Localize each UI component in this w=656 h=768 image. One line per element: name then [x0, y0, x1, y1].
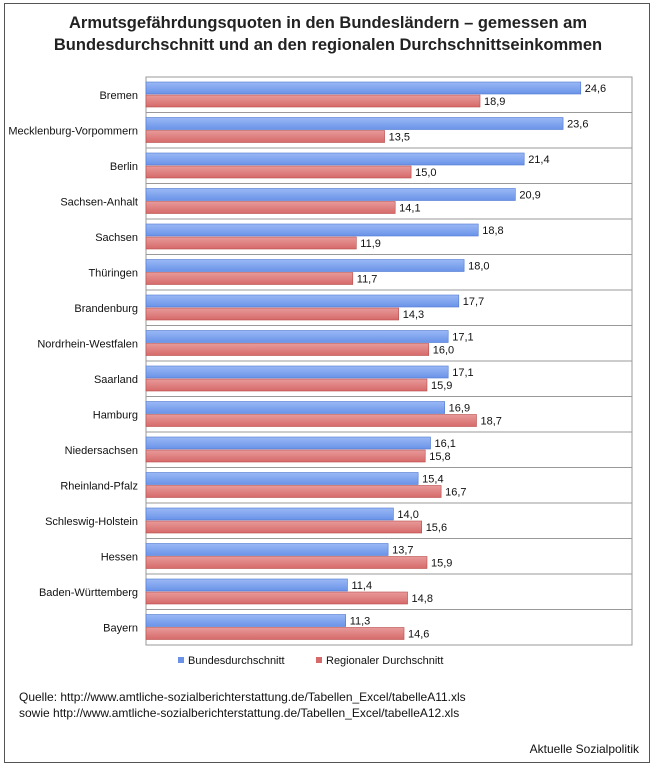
data-label: 18,0: [468, 261, 489, 273]
chart-title-line-1: Armutsgefährdungsquoten in den Bundeslän…: [68, 14, 587, 32]
data-label: 13,5: [389, 132, 410, 144]
category-label: Nordrhein-Westfalen: [37, 338, 138, 350]
data-label: 17,1: [452, 332, 473, 344]
category-label: Sachsen-Anhalt: [60, 196, 138, 208]
bar-regionaler-durchschnitt: [145, 343, 430, 356]
bar-bundesdurchschnitt: [145, 152, 525, 166]
data-label: 14,0: [397, 509, 418, 521]
bar-regionaler-durchschnitt: [145, 272, 354, 285]
category-label: Schleswig-Holstein: [45, 516, 138, 528]
bar-bundesdurchschnitt: [145, 294, 460, 308]
data-label: 18,7: [480, 416, 501, 428]
data-label: 17,1: [452, 367, 473, 379]
data-label: 14,1: [399, 203, 420, 215]
bar-bundesdurchschnitt: [145, 401, 445, 414]
category-label: Brandenburg: [74, 303, 138, 315]
bar-regionaler-durchschnitt: [145, 485, 442, 498]
bar-bundesdurchschnitt: [145, 472, 419, 485]
bar-bundesdurchschnitt: [145, 507, 394, 521]
data-label: 15,8: [429, 451, 450, 463]
bar-regionaler-durchschnitt: [145, 449, 426, 463]
data-label: 13,7: [392, 545, 413, 557]
data-label: 16,0: [433, 345, 454, 357]
category-label: Rheinland-Pfalz: [60, 480, 138, 492]
data-label: 15,9: [431, 380, 452, 392]
bar-regionaler-durchschnitt: [145, 94, 481, 108]
data-label: 14,3: [403, 309, 424, 321]
bar-bundesdurchschnitt: [145, 365, 449, 379]
bar-bundesdurchschnitt: [145, 330, 449, 343]
category-label: Saarland: [94, 374, 138, 386]
data-label: 15,9: [431, 558, 452, 570]
legend-swatch: [178, 657, 184, 663]
source-line-2: sowie http://www.amtliche-sozialberichte…: [19, 706, 460, 720]
data-label: 16,7: [445, 487, 466, 499]
category-label: Berlin: [110, 161, 138, 173]
bar-bundesdurchschnitt: [145, 117, 564, 130]
bar-bundesdurchschnitt: [145, 436, 431, 450]
category-label: Hessen: [101, 551, 138, 563]
bar-bundesdurchschnitt: [145, 81, 582, 95]
bar-regionaler-durchschnitt: [145, 627, 405, 640]
data-label: 11,7: [357, 274, 378, 286]
legend-label: Regionaler Durchschnitt: [326, 655, 443, 667]
bar-bundesdurchschnitt: [145, 223, 479, 237]
legend-label: Bundesdurchschnitt: [188, 655, 285, 667]
data-label: 21,4: [528, 154, 549, 166]
bar-regionaler-durchschnitt: [145, 201, 396, 214]
category-label: Baden-Württemberg: [39, 587, 138, 599]
data-label: 11,9: [360, 238, 381, 250]
bar-bundesdurchschnitt: [145, 578, 348, 592]
source-line-1: Quelle: http://www.amtliche-sozialberich…: [19, 690, 466, 704]
data-label: 11,3: [350, 616, 371, 628]
category-label: Bremen: [99, 90, 138, 102]
data-label: 20,9: [519, 190, 540, 202]
bar-regionaler-durchschnitt: [145, 556, 428, 569]
data-label: 18,8: [482, 225, 503, 237]
category-label: Bayern: [103, 622, 138, 634]
legend-swatch: [316, 657, 322, 663]
data-label: 23,6: [567, 119, 588, 131]
data-label: 17,7: [463, 296, 484, 308]
chart-title-line-2: Bundesdurchschnitt und an den regionalen…: [53, 36, 603, 54]
data-label: 18,9: [484, 96, 505, 108]
data-label: 24,6: [585, 83, 606, 95]
category-label: Thüringen: [88, 267, 138, 279]
bar-regionaler-durchschnitt: [145, 378, 428, 392]
bar-bundesdurchschnitt: [145, 188, 516, 201]
bar-regionaler-durchschnitt: [145, 414, 477, 427]
chart-title: Armutsgefährdungsquoten in den Bundeslän…: [5, 12, 651, 56]
category-label: Niedersachsen: [65, 445, 138, 457]
bar-bundesdurchschnitt: [145, 259, 465, 272]
brand-label: Aktuelle Sozialpolitik: [529, 742, 639, 756]
category-label: Hamburg: [93, 409, 138, 421]
bar-regionaler-durchschnitt: [145, 520, 422, 534]
bar-bundesdurchschnitt: [145, 614, 347, 627]
data-label: 16,1: [435, 438, 456, 450]
category-label: Sachsen: [95, 232, 138, 244]
data-label: 15,0: [415, 167, 436, 179]
data-label: 14,6: [408, 629, 429, 641]
bar-regionaler-durchschnitt: [145, 591, 408, 605]
bar-regionaler-durchschnitt: [145, 130, 385, 143]
data-label: 15,4: [422, 474, 443, 486]
bar-regionaler-durchschnitt: [145, 307, 400, 321]
data-label: 16,9: [449, 403, 470, 415]
data-label: 14,8: [412, 593, 433, 605]
data-label: 11,4: [351, 580, 372, 592]
bar-regionaler-durchschnitt: [145, 165, 412, 179]
data-label: 15,6: [426, 522, 447, 534]
bar-regionaler-durchschnitt: [145, 236, 357, 250]
category-label: Mecklenburg-Vorpommern: [8, 125, 138, 137]
bar-bundesdurchschnitt: [145, 543, 389, 556]
